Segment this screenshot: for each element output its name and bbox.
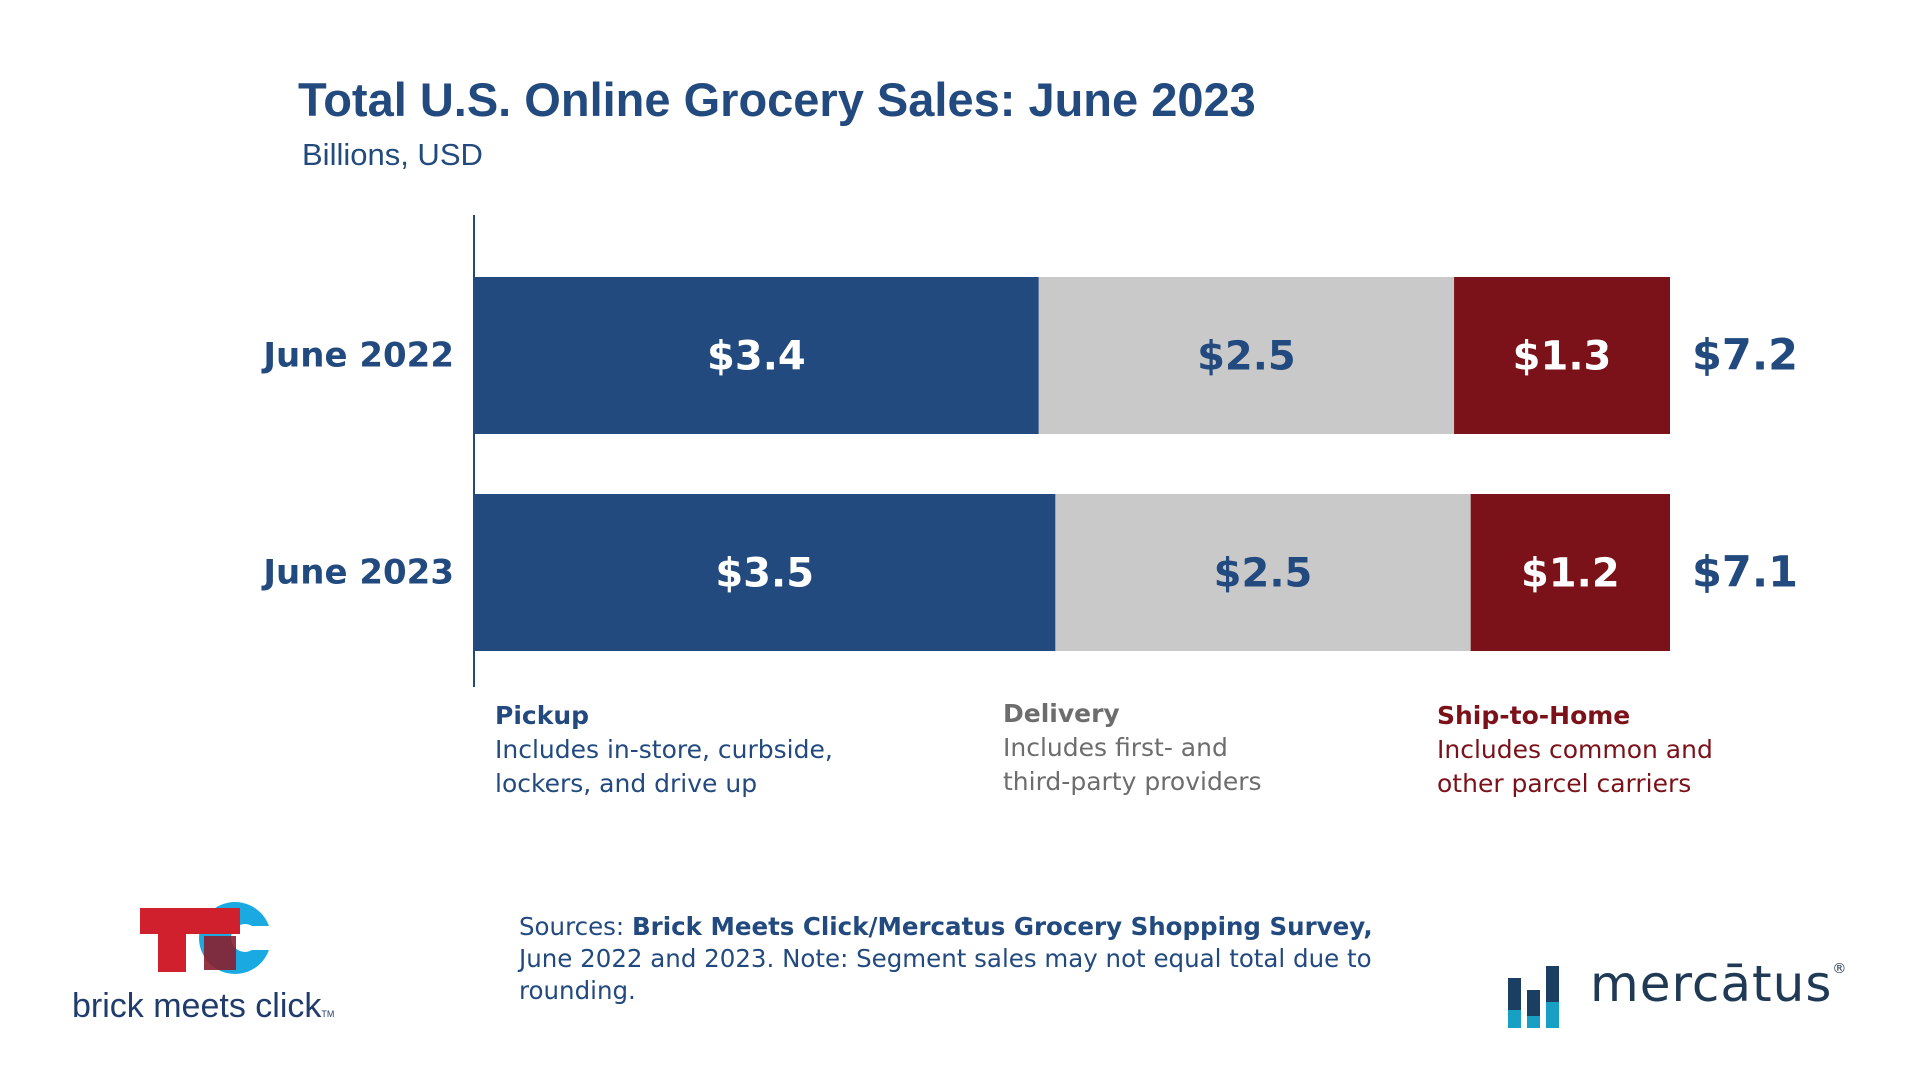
bar-segment-delivery xyxy=(1038,277,1455,434)
sources-survey-name: Brick Meets Click/Mercatus Grocery Shopp… xyxy=(631,912,1373,941)
legend-pickup-desc-1: Includes in-store, curbside, xyxy=(495,735,833,764)
total-label: $7.1 xyxy=(1692,548,1798,598)
data-label-ship-to-home: $1.3 xyxy=(1513,334,1612,380)
mercatus-wordmark: mercātus® xyxy=(1590,955,1847,1013)
brick-meets-click-logo xyxy=(140,902,300,974)
category-label: June 2022 xyxy=(261,336,454,376)
legend-pickup-desc-2: lockers, and drive up xyxy=(495,769,758,798)
category-label: June 2023 xyxy=(261,553,454,593)
bar-segment-ship-to-home xyxy=(1470,494,1670,651)
bmc-wordmark: brick meets clickTM xyxy=(72,987,334,1026)
legend-pickup-title: Pickup xyxy=(495,701,590,730)
legend-pickup: Pickup Includes in-store, curbside, lock… xyxy=(495,699,833,801)
bar-segment-pickup xyxy=(474,277,1039,434)
legend-ship-to-home: Ship-to-Home Includes common and other p… xyxy=(1437,699,1713,801)
bmc-logo-top-brick xyxy=(140,908,240,934)
sources-rest: June 2022 and 2023. Note: Segment sales … xyxy=(519,944,1372,1005)
data-label-delivery: $2.5 xyxy=(1214,551,1313,597)
bmc-trademark: TM xyxy=(321,1009,335,1019)
mercatus-wordmark-text: mercātus xyxy=(1590,955,1833,1013)
bmc-logo-overlap-brick xyxy=(204,936,236,970)
legend-delivery-desc-2: third-party providers xyxy=(1003,767,1262,796)
legend-ship-title: Ship-to-Home xyxy=(1437,701,1631,730)
legend-delivery-title: Delivery xyxy=(1003,699,1120,728)
bmc-logo-stem-brick xyxy=(158,934,186,972)
bmc-wordmark-text: brick meets click xyxy=(72,987,322,1025)
mercatus-registered: ® xyxy=(1832,961,1848,977)
total-label: $7.2 xyxy=(1692,331,1798,381)
data-label-delivery: $2.5 xyxy=(1197,334,1296,380)
legend-ship-desc-2: other parcel carriers xyxy=(1437,769,1692,798)
bar-segment-ship-to-home xyxy=(1454,277,1670,434)
legend-delivery: Delivery Includes first- and third-party… xyxy=(1003,697,1262,799)
chart-title: Total U.S. Online Grocery Sales: June 20… xyxy=(298,73,1256,126)
legend-delivery-desc-1: Includes first- and xyxy=(1003,733,1228,762)
data-label-pickup: $3.4 xyxy=(707,334,806,380)
sources-prefix: Sources: xyxy=(519,912,632,941)
bar-segment-delivery xyxy=(1055,494,1471,651)
bar-segment-pickup xyxy=(474,494,1056,651)
chart-subtitle: Billions, USD xyxy=(302,137,483,172)
data-label-ship-to-home: $1.2 xyxy=(1521,551,1620,597)
sources-note: Sources: Brick Meets Click/Mercatus Groc… xyxy=(519,911,1399,1007)
data-label-pickup: $3.5 xyxy=(715,551,814,597)
legend-ship-desc-1: Includes common and xyxy=(1437,735,1713,764)
mercatus-logo-mark xyxy=(1508,966,1559,1028)
